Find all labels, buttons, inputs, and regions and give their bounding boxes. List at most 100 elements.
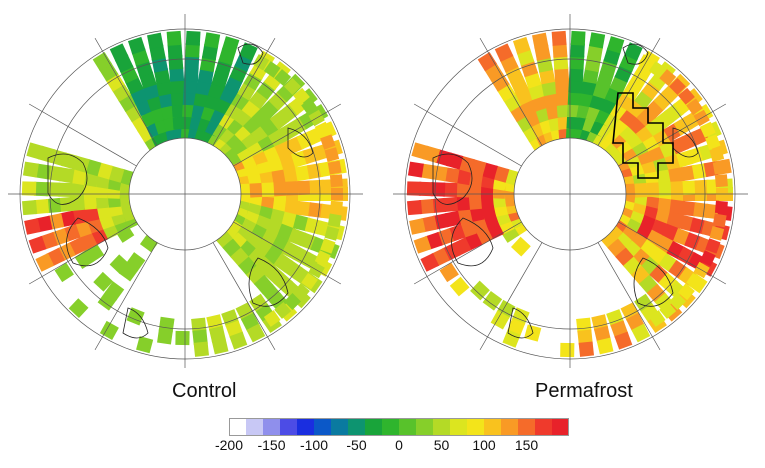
grid-cell bbox=[109, 43, 129, 62]
grid-cell bbox=[158, 91, 175, 108]
grid-cell bbox=[511, 236, 531, 257]
colorbar-swatch bbox=[433, 418, 451, 436]
grid-cell bbox=[568, 66, 584, 82]
colorbar-tick-label: 100 bbox=[472, 437, 496, 453]
grid-cell bbox=[596, 337, 614, 355]
meridian-line bbox=[413, 221, 522, 285]
meridian-line bbox=[618, 221, 727, 285]
grid-cell bbox=[586, 44, 604, 61]
grid-cell bbox=[554, 66, 570, 82]
grid-cell bbox=[34, 163, 51, 180]
grid-cell bbox=[201, 44, 219, 61]
grid-cell bbox=[54, 262, 74, 283]
grid-cell bbox=[656, 169, 673, 186]
grid-cell bbox=[677, 87, 695, 105]
grid-cell bbox=[682, 180, 698, 196]
data-cells bbox=[21, 30, 349, 357]
grid-cell bbox=[668, 292, 686, 310]
permafrost-boundary bbox=[612, 92, 674, 179]
grid-cell bbox=[554, 78, 570, 94]
colorbar-swatch bbox=[348, 418, 366, 436]
grid-cell bbox=[183, 78, 199, 94]
grid-cell bbox=[668, 78, 686, 96]
grid-cell bbox=[420, 253, 440, 272]
grid-cell bbox=[274, 301, 292, 319]
grid-cell bbox=[295, 165, 312, 182]
colorbar-tick-label: -50 bbox=[346, 437, 367, 453]
colorbar-swatch bbox=[416, 418, 434, 436]
grid-cell bbox=[668, 167, 685, 184]
grid-cell bbox=[534, 44, 551, 61]
grid-cell bbox=[99, 320, 119, 340]
grid-cell bbox=[709, 225, 725, 241]
grid-cell bbox=[314, 250, 331, 267]
grid-cell bbox=[659, 69, 677, 87]
grid-cell bbox=[419, 163, 436, 180]
grid-cell bbox=[418, 198, 435, 215]
colorbar-swatch bbox=[552, 418, 569, 436]
colorbar-swatch bbox=[450, 418, 468, 436]
grid-cell bbox=[126, 307, 145, 326]
grid-cell bbox=[93, 271, 114, 292]
grid-cell bbox=[45, 197, 62, 214]
grid-cell bbox=[26, 142, 44, 160]
meridian-line bbox=[413, 103, 522, 167]
control-title: Control bbox=[172, 380, 237, 402]
colorbar-swatch bbox=[484, 418, 502, 436]
grid-cell bbox=[35, 215, 53, 233]
grid-cell bbox=[578, 341, 594, 357]
grid-cell bbox=[455, 169, 472, 186]
grid-cell bbox=[407, 200, 423, 216]
grid-cell bbox=[691, 162, 709, 180]
grid-cell bbox=[149, 44, 166, 61]
grid-cell bbox=[681, 200, 697, 217]
grid-cell bbox=[449, 276, 470, 297]
meridian-line bbox=[212, 242, 276, 351]
grid-cell bbox=[221, 36, 240, 54]
grid-cell bbox=[569, 54, 585, 70]
grid-cell bbox=[430, 197, 447, 214]
grid-cell bbox=[168, 54, 184, 70]
grid-cell bbox=[568, 78, 584, 94]
colorbar-swatch bbox=[263, 418, 281, 436]
grid-cell bbox=[22, 161, 39, 178]
colorbar-swatch bbox=[501, 418, 519, 436]
meridian-line bbox=[479, 242, 543, 351]
grid-cell bbox=[551, 30, 567, 46]
permafrost-map-canvas bbox=[393, 14, 748, 368]
grid-cell bbox=[292, 283, 310, 301]
grid-cell bbox=[502, 329, 521, 348]
grid-cell bbox=[109, 254, 130, 275]
coastline bbox=[432, 43, 699, 339]
grid-cell bbox=[22, 200, 38, 216]
grid-cell bbox=[430, 182, 446, 197]
meridian-line bbox=[479, 37, 543, 146]
grid-cell bbox=[570, 30, 586, 46]
colorbar-tick-label: 0 bbox=[395, 437, 403, 453]
grid-cell bbox=[413, 235, 432, 254]
colorbar-tick-label: -100 bbox=[299, 437, 329, 453]
grid-cell bbox=[677, 283, 695, 301]
grid-cell bbox=[82, 205, 100, 223]
grid-cell bbox=[283, 78, 301, 96]
grid-cell bbox=[301, 272, 318, 290]
grid-cell bbox=[309, 179, 325, 195]
grid-cell bbox=[274, 69, 292, 87]
grid-cell bbox=[169, 66, 185, 82]
grid-cell bbox=[301, 98, 318, 116]
grid-cell bbox=[57, 182, 73, 198]
grid-cell bbox=[169, 78, 185, 94]
grid-cell bbox=[555, 90, 571, 106]
grid-cell bbox=[712, 160, 727, 175]
colorbar-swatch bbox=[399, 418, 417, 436]
meridian-line bbox=[597, 37, 661, 146]
grid-cell bbox=[624, 42, 643, 61]
meridian-line bbox=[233, 103, 342, 167]
colorbar-swatch bbox=[518, 418, 536, 436]
grid-cell bbox=[439, 262, 459, 283]
colorbar-swatch bbox=[246, 418, 264, 436]
meridian-line bbox=[94, 242, 158, 351]
grid-cell bbox=[59, 210, 76, 228]
meridian-line bbox=[597, 242, 661, 351]
grid-cell bbox=[166, 30, 182, 46]
